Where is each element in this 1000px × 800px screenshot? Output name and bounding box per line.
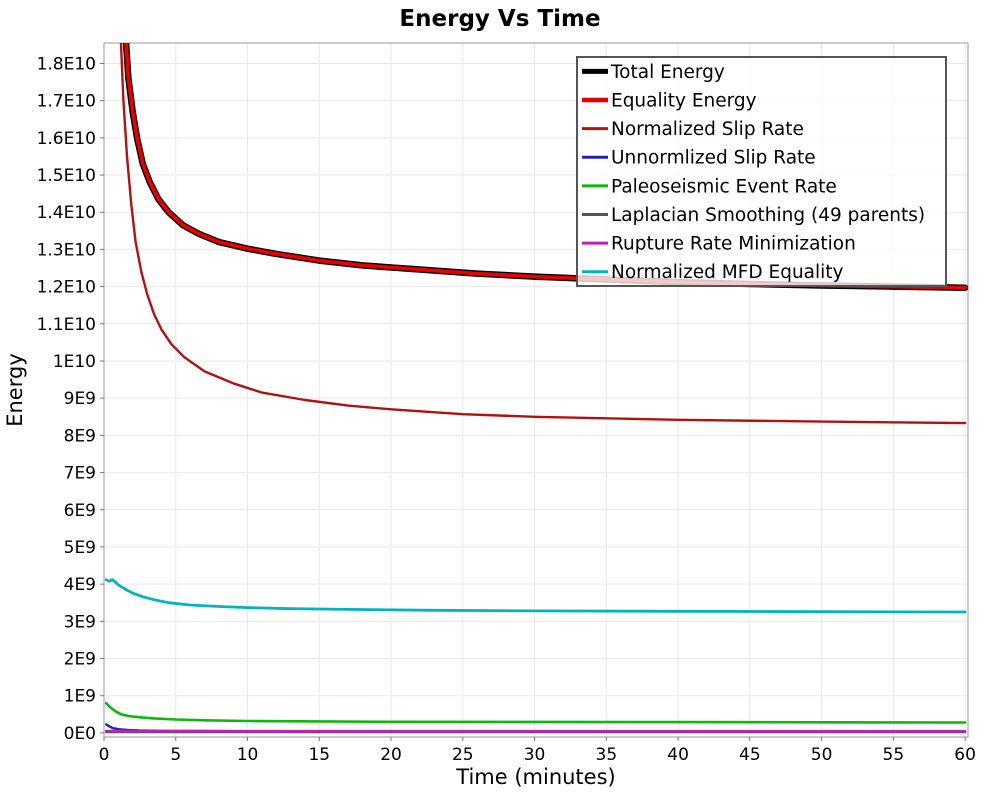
y-tick-label: 8E9 [64,426,96,446]
x-tick-label: 15 [308,745,330,765]
x-tick-label: 45 [739,745,761,765]
y-tick-label: 4E9 [64,575,96,595]
series-line-normalized-slip-rate [119,43,967,425]
chart-title: Energy Vs Time [399,6,600,32]
x-tick-label: 5 [170,745,181,765]
legend: Total Energy Equality Energy Normalized Sl… [576,56,947,287]
y-axis-title: Energy [3,353,27,427]
legend-label: Total Energy [610,62,725,83]
legend-label: Equality Energy [611,90,757,111]
legend-item-laplacian-smoothing-49-parents: Laplacian Smoothing (49 parents) [582,205,925,226]
axis-ticks: 0 5 10 15 20 25 30 35 40 45 50 55 60 0E0 1E9 2E9 3E9 4E9 5… [37,54,976,765]
legend-item-normalized-mfd-equality: Normalized MFD Equality [582,262,844,283]
y-tick-label: 1.4E10 [37,203,96,223]
x-tick-label: 35 [596,745,618,765]
legend-item-paleoseismic-event-rate: Paleoseismic Event Rate [582,176,837,197]
legend-label: Unnormlized Slip Rate [611,148,816,169]
y-tick-label: 5E9 [64,538,96,558]
y-tick-label: 1.1E10 [37,315,96,335]
x-tick-label: 55 [883,745,905,765]
legend-item-equality-energy: Equality Energy [582,90,757,111]
legend-label: Laplacian Smoothing (49 parents) [611,205,925,226]
y-tick-label: 0E0 [64,724,96,744]
y-tick-label: 1.5E10 [37,166,96,186]
y-tick-label: 3E9 [64,612,96,632]
x-tick-label: 60 [954,745,976,765]
y-tick-label: 1.3E10 [37,240,96,260]
series-line-paleoseismic-event-rate [104,701,967,724]
x-tick-label: 20 [380,745,402,765]
x-axis-title: Time (minutes) [455,765,615,789]
x-tick-label: 0 [99,745,110,765]
plot-border [103,42,969,738]
legend-label: Normalized Slip Rate [611,119,804,140]
legend-item-rupture-rate-minimization: Rupture Rate Minimization [582,234,856,255]
y-tick-label: 1.8E10 [37,54,96,74]
y-tick-label: 1.7E10 [37,92,96,112]
x-tick-label: 25 [452,745,474,765]
legend-item-normalized-slip-rate: Normalized Slip Rate [582,119,804,140]
x-tick-label: 30 [524,745,546,765]
legend-item-unnormlized-slip-rate: Unnormlized Slip Rate [582,148,816,169]
y-tick-label: 6E9 [64,501,96,521]
y-tick-label: 2E9 [64,650,96,670]
legend-item-total-energy: Total Energy [582,62,725,83]
legend-label: Rupture Rate Minimization [611,234,856,255]
y-tick-label: 1E9 [64,687,96,707]
series-line-normalized-mfd-equality [104,578,967,614]
x-tick-label: 10 [237,745,259,765]
y-tick-label: 9E9 [64,389,96,409]
legend-label: Normalized MFD Equality [611,262,844,283]
x-tick-label: 40 [667,745,689,765]
legend-label: Paleoseismic Event Rate [611,176,837,197]
legend-box [576,56,947,287]
y-tick-label: 7E9 [64,464,96,484]
y-tick-label: 1.2E10 [37,278,96,298]
x-tick-label: 50 [811,745,833,765]
y-tick-label: 1E10 [53,352,96,372]
y-tick-label: 1.6E10 [37,129,96,149]
